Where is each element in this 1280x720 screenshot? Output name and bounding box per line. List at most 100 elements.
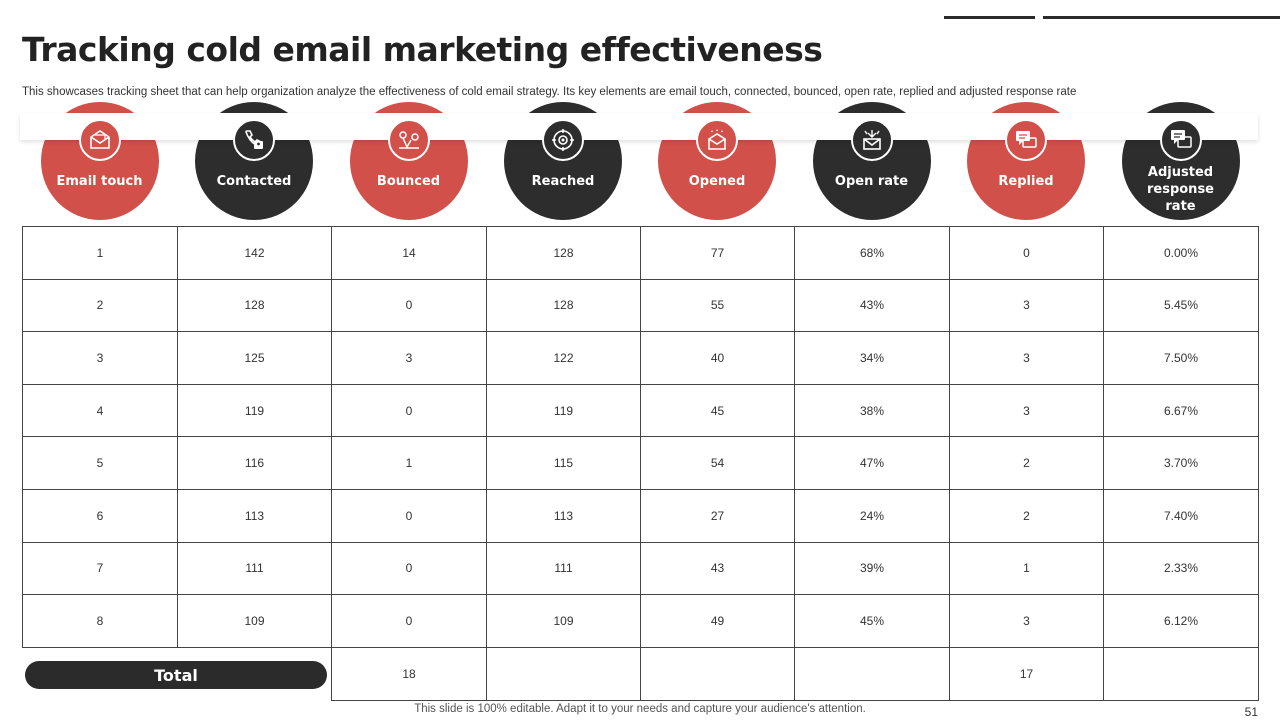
table-cell: 111 <box>177 541 332 596</box>
table-cell: 1 <box>949 541 1104 596</box>
table-cell: 113 <box>177 488 332 543</box>
open-envelope-icon <box>696 119 738 161</box>
table-cell: 2.33% <box>1103 541 1259 596</box>
table-row: 6 113 0 113 27 24% 2 7.40% <box>22 488 1259 543</box>
header-label: Open rate <box>834 174 909 189</box>
reply-chat-icon <box>1005 119 1047 161</box>
total-cell <box>1103 647 1259 701</box>
table-cell: 49 <box>640 594 795 648</box>
table-cell: 128 <box>486 278 641 333</box>
table-cell: 4 <box>22 383 178 438</box>
phone-contact-icon <box>233 119 275 161</box>
table-cell: 116 <box>177 436 332 490</box>
table-row: 4 119 0 119 45 38% 3 6.67% <box>22 383 1259 438</box>
table-cell: 8 <box>22 594 178 648</box>
decorative-line-long <box>1043 16 1280 19</box>
table-row: 8 109 0 109 49 45% 3 6.12% <box>22 594 1259 648</box>
total-row: 18 17 <box>331 647 1259 701</box>
table-cell: 3 <box>331 331 487 385</box>
page-number: 51 <box>1244 705 1258 719</box>
table-cell: 125 <box>177 331 332 385</box>
total-cell <box>486 647 641 701</box>
table-cell: 3 <box>22 331 178 385</box>
header-label: Contacted <box>216 174 292 189</box>
table-cell: 142 <box>177 226 332 280</box>
table-cell: 3 <box>949 594 1104 648</box>
total-cell: 17 <box>949 647 1104 701</box>
table-cell: 7 <box>22 541 178 596</box>
decorative-line-short <box>944 16 1035 19</box>
table-cell: 5.45% <box>1103 278 1259 333</box>
table-cell: 27 <box>640 488 795 543</box>
bounce-icon <box>387 119 430 161</box>
table-cell: 43 <box>640 541 795 596</box>
table-cell: 0 <box>331 488 487 543</box>
header-label: Bounced <box>376 174 441 189</box>
table-cell: 3 <box>949 331 1104 385</box>
table-cell: 5 <box>22 436 178 490</box>
table-cell: 113 <box>486 488 641 543</box>
table-cell: 45% <box>794 594 950 648</box>
table-cell: 3 <box>949 383 1104 438</box>
table-cell: 3.70% <box>1103 436 1259 490</box>
table-cell: 1 <box>331 436 487 490</box>
table-cell: 0 <box>331 278 487 333</box>
table-cell: 43% <box>794 278 950 333</box>
table-cell: 38% <box>794 383 950 438</box>
table-cell: 24% <box>794 488 950 543</box>
table-cell: 7.40% <box>1103 488 1259 543</box>
header-label: Email touch <box>56 174 143 189</box>
table-cell: 6 <box>22 488 178 543</box>
open-rate-icon <box>850 119 893 161</box>
total-cell <box>640 647 795 701</box>
table-cell: 6.12% <box>1103 594 1259 648</box>
email-icon <box>78 119 121 161</box>
total-label: Total <box>25 661 327 689</box>
table-cell: 109 <box>177 594 332 648</box>
table-cell: 0 <box>949 226 1104 280</box>
table-cell: 77 <box>640 226 795 280</box>
table-cell: 0 <box>331 383 487 438</box>
table-cell: 128 <box>486 226 641 280</box>
table-row: 2 128 0 128 55 43% 3 5.45% <box>22 278 1259 333</box>
table-cell: 0 <box>331 541 487 596</box>
table-cell: 111 <box>486 541 641 596</box>
table-cell: 119 <box>486 383 641 438</box>
header-label: Adjusted response rate <box>1146 165 1214 214</box>
table-cell: 0.00% <box>1103 226 1259 280</box>
table-cell: 115 <box>486 436 641 490</box>
table-row: 1 142 14 128 77 68% 0 0.00% <box>22 226 1259 280</box>
table-cell: 45 <box>640 383 795 438</box>
table-cell: 68% <box>794 226 950 280</box>
total-cell <box>794 647 950 701</box>
header-strip <box>20 113 1258 140</box>
table-cell: 2 <box>949 436 1104 490</box>
footer-note: This slide is 100% editable. Adapt it to… <box>414 703 866 715</box>
table-cell: 7.50% <box>1103 331 1259 385</box>
table-cell: 2 <box>22 278 178 333</box>
tracking-table: 1 142 14 128 77 68% 0 0.00% 2 128 0 128 55 43% 3 5.45% 3… <box>22 226 1259 648</box>
table-cell: 6.67% <box>1103 383 1259 438</box>
response-chat-icon <box>1159 119 1202 161</box>
table-cell: 1 <box>22 226 178 280</box>
table-row: 7 111 0 111 43 39% 1 2.33% <box>22 541 1259 596</box>
table-row: 5 116 1 115 54 47% 2 3.70% <box>22 436 1259 490</box>
table-cell: 128 <box>177 278 332 333</box>
table-cell: 3 <box>949 278 1104 333</box>
target-reach-icon <box>542 119 584 161</box>
table-cell: 109 <box>486 594 641 648</box>
table-row: 3 125 3 122 40 34% 3 7.50% <box>22 331 1259 385</box>
table-cell: 14 <box>331 226 487 280</box>
table-cell: 2 <box>949 488 1104 543</box>
table-cell: 119 <box>177 383 332 438</box>
table-cell: 47% <box>794 436 950 490</box>
header-label: Opened <box>688 174 746 189</box>
table-cell: 39% <box>794 541 950 596</box>
table-cell: 122 <box>486 331 641 385</box>
table-cell: 34% <box>794 331 950 385</box>
page-subtitle: This showcases tracking sheet that can h… <box>22 86 1077 98</box>
table-cell: 54 <box>640 436 795 490</box>
page-title: Tracking cold email marketing effectiven… <box>22 30 823 69</box>
table-cell: 40 <box>640 331 795 385</box>
table-cell: 0 <box>331 594 487 648</box>
